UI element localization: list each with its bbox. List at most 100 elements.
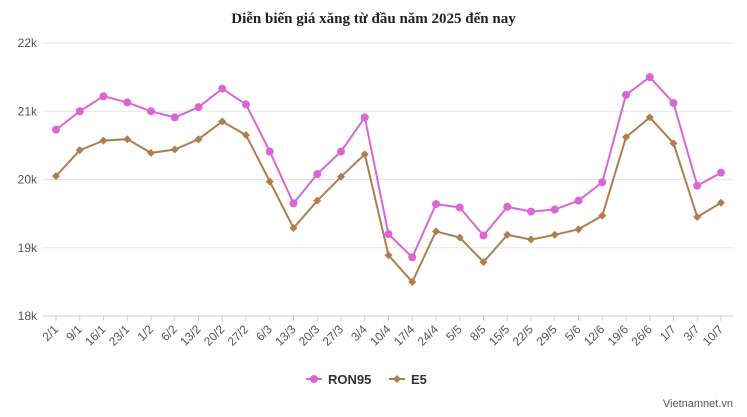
data-point — [123, 98, 132, 107]
x-tick-label: 1/2 — [134, 322, 156, 344]
source-label: Vietnamnet.vn — [662, 398, 733, 410]
data-point — [218, 117, 227, 126]
data-point — [218, 84, 227, 93]
data-point — [384, 230, 393, 239]
chart-title: Diễn biến giá xăng từ đầu năm 2025 đến n… — [231, 11, 516, 27]
data-point — [645, 73, 654, 82]
data-point — [479, 258, 488, 267]
data-point — [313, 196, 322, 205]
data-point — [384, 251, 393, 260]
x-tick-label: 16/1 — [82, 322, 109, 349]
x-tick-label: 20/2 — [201, 322, 228, 349]
data-point — [52, 172, 60, 181]
data-point — [147, 148, 155, 157]
data-point — [265, 177, 274, 186]
x-tick-label: 5/5 — [443, 322, 465, 344]
x-tick-label: 22/5 — [510, 322, 537, 349]
x-tick-label: 29/5 — [533, 322, 560, 349]
x-tick-label: 3/4 — [348, 322, 370, 344]
y-tick-label: 20k — [18, 173, 38, 187]
x-tick-label: 10/4 — [367, 322, 394, 349]
x-tick-label: 10/7 — [700, 322, 727, 349]
y-axis: 18k 19k 20k 21k 22k — [18, 36, 38, 323]
x-tick-label: 2/1 — [39, 322, 61, 344]
data-point — [527, 235, 535, 244]
data-point — [693, 213, 702, 222]
grid-lines — [43, 42, 733, 317]
x-tick-label: 17/4 — [391, 322, 418, 349]
data-point — [123, 135, 132, 144]
data-point — [194, 135, 203, 144]
x-tick-label: 26/6 — [628, 322, 655, 349]
data-point — [432, 227, 440, 236]
data-point — [479, 231, 488, 240]
data-point — [574, 196, 583, 205]
x-tick-label: 3/7 — [681, 322, 703, 344]
legend-marker — [393, 375, 401, 383]
x-tick-label: 19/6 — [605, 322, 632, 349]
data-point — [289, 223, 298, 232]
x-tick-label: 13/2 — [177, 322, 204, 349]
data-point — [265, 147, 274, 156]
data-point — [170, 145, 179, 154]
data-point — [622, 90, 630, 99]
data-point — [337, 172, 345, 181]
x-tick-label: 9/1 — [63, 322, 85, 344]
data-point — [360, 150, 369, 159]
data-point — [337, 147, 345, 156]
x-tick-label: 1/7 — [657, 322, 679, 344]
data-point — [242, 100, 250, 109]
data-point — [693, 181, 702, 190]
x-tick-label: 8/5 — [467, 322, 489, 344]
data-point — [669, 99, 678, 108]
x-tick-label: 20/3 — [296, 322, 323, 349]
legend-label: E5 — [411, 372, 427, 387]
legend-label: RON95 — [328, 372, 371, 387]
x-tick-label: 23/1 — [106, 322, 133, 349]
legend-marker — [310, 375, 318, 383]
data-point — [669, 139, 678, 148]
x-tick-label: 27/3 — [320, 322, 347, 349]
y-tick-label: 18k — [18, 309, 38, 323]
data-point — [550, 230, 559, 239]
y-tick-label: 22k — [18, 36, 38, 50]
data-point — [408, 277, 417, 286]
x-tick-label: 24/4 — [415, 322, 442, 349]
x-tick-label: 6/3 — [253, 322, 275, 344]
data-point — [598, 211, 607, 220]
x-tick-label: 15/5 — [486, 322, 513, 349]
data-point — [289, 199, 298, 208]
data-point — [147, 107, 155, 116]
data-point — [598, 178, 607, 187]
data-point — [717, 168, 725, 177]
data-point — [574, 225, 583, 234]
data-point — [75, 146, 84, 155]
x-tick-label: 5/6 — [562, 322, 584, 344]
data-point — [503, 202, 512, 211]
x-tick-label: 6/2 — [158, 322, 180, 344]
data-point — [432, 200, 440, 209]
x-tick-label: 27/2 — [225, 322, 252, 349]
legend: RON95 E5 — [306, 372, 427, 387]
data-point — [645, 113, 654, 122]
y-tick-label: 19k — [18, 241, 38, 255]
data-point — [99, 136, 108, 145]
x-tick-label: 12/6 — [581, 322, 608, 349]
x-axis: 2/1 9/116/123/1 1/2 6/213/220/227/2 6/313/32… — [39, 316, 726, 349]
data-point — [717, 198, 725, 207]
data-point — [194, 103, 203, 112]
data-point — [75, 107, 84, 116]
data-point — [360, 113, 369, 122]
data-point — [170, 113, 179, 122]
data-point — [52, 125, 60, 134]
data-point — [242, 131, 250, 140]
series-layer — [52, 73, 725, 286]
data-point — [503, 230, 512, 239]
data-point — [455, 203, 464, 212]
x-tick-label: 13/3 — [272, 322, 299, 349]
data-point — [408, 253, 417, 262]
data-point — [313, 170, 322, 179]
data-point — [455, 233, 464, 242]
data-point — [527, 207, 535, 216]
